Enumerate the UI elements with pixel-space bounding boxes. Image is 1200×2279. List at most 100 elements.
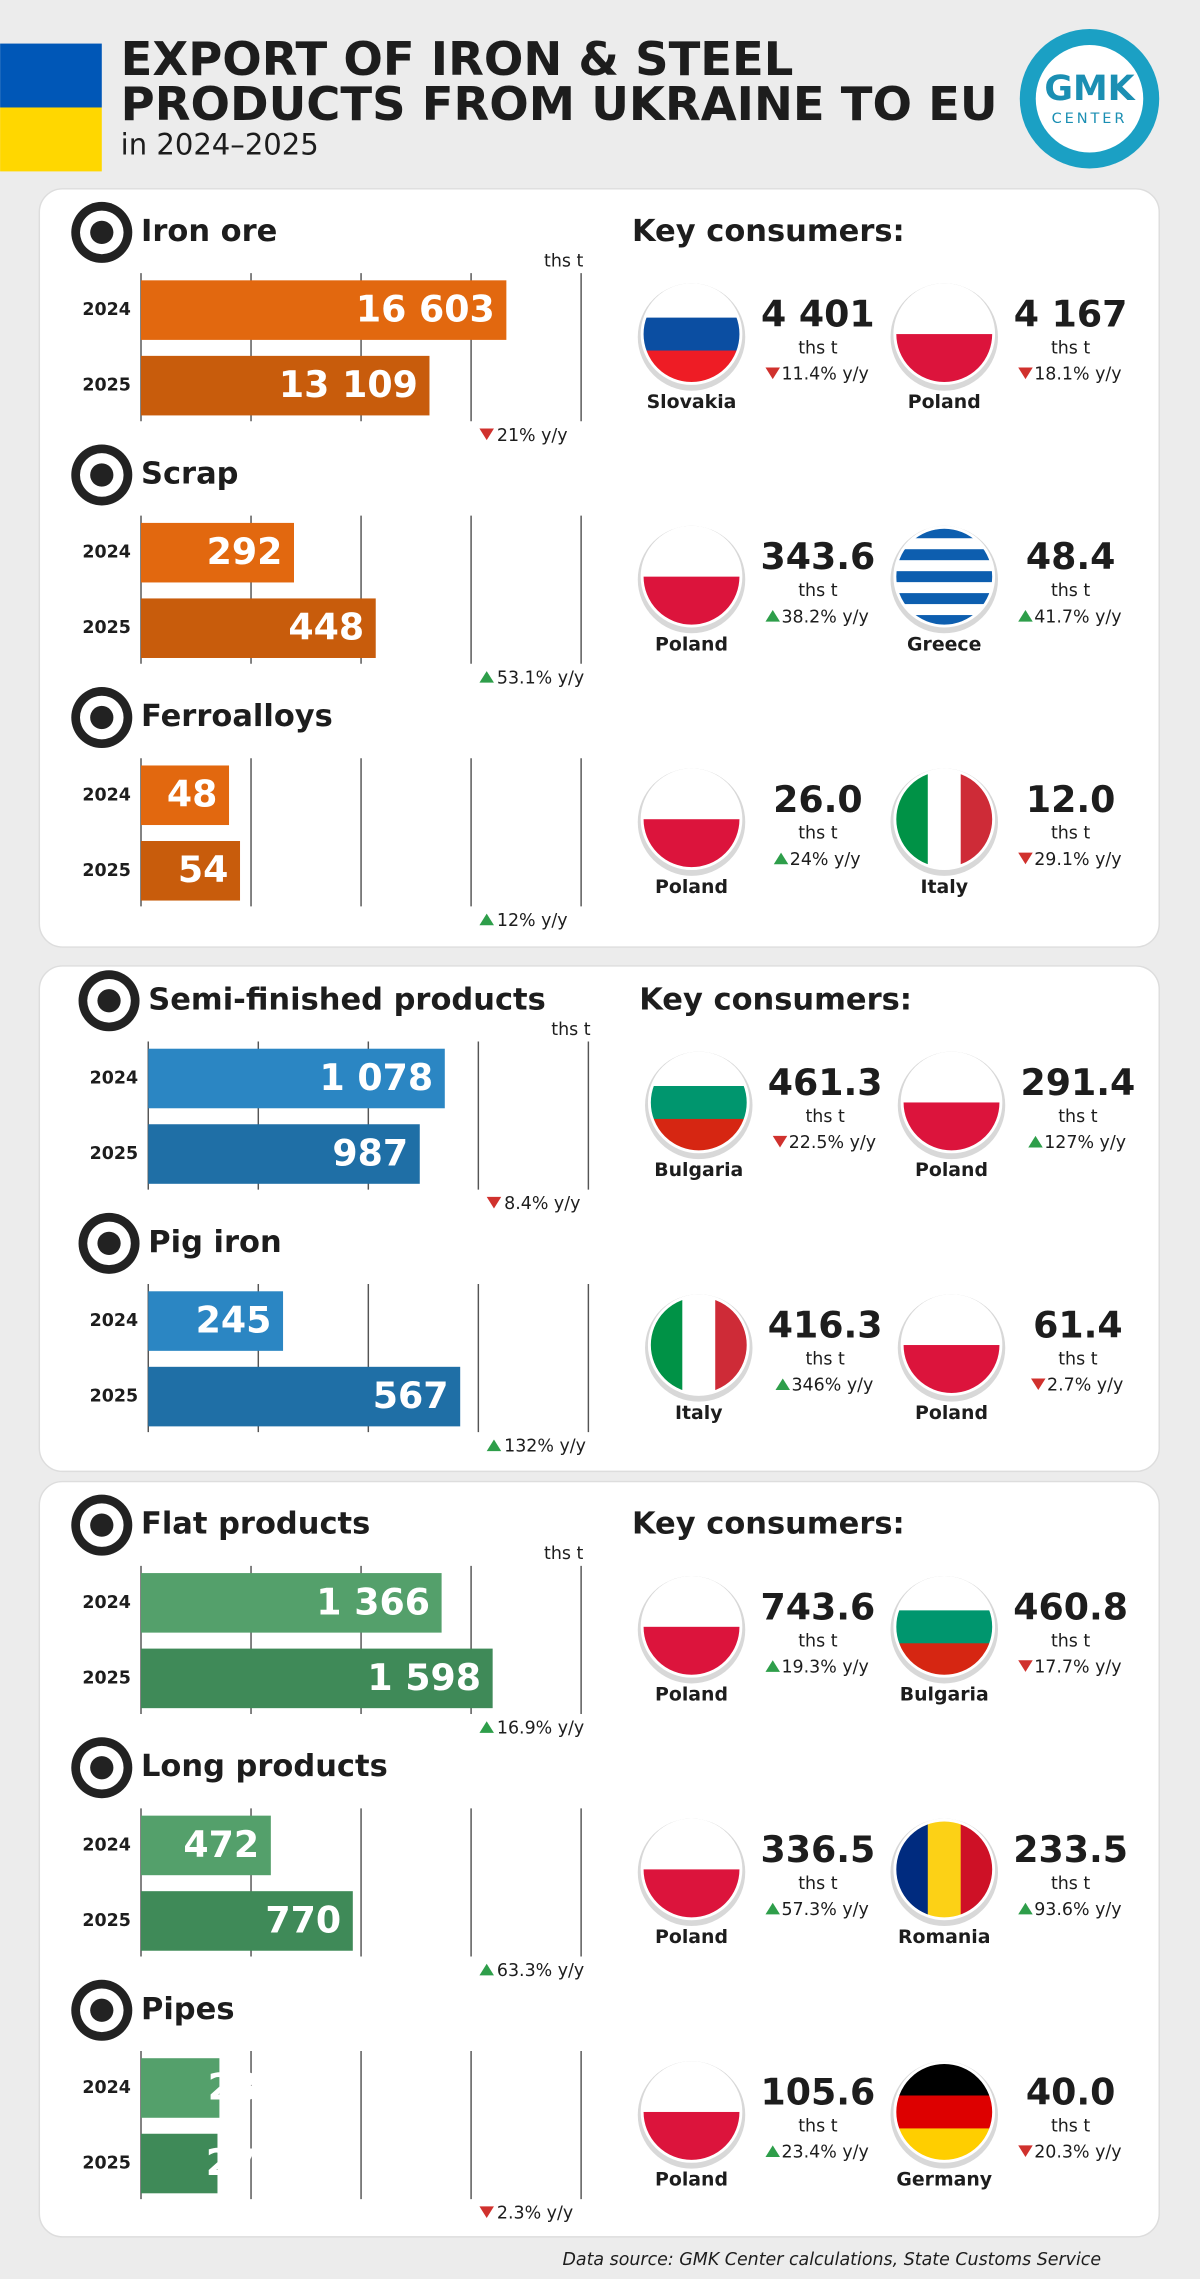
bar xyxy=(141,355,430,416)
change-arrow xyxy=(479,671,494,683)
change-label: 2.3% y/y xyxy=(497,2204,573,2224)
change-arrow xyxy=(479,428,494,441)
product-title: Pig iron xyxy=(148,1225,281,1260)
country-name: Poland xyxy=(908,391,981,413)
consumer-value: 461.3 xyxy=(768,1061,883,1104)
consumer-value: 291.4 xyxy=(1020,1061,1135,1104)
product-icon-core xyxy=(97,1231,121,1255)
consumer-change: 127% y/y xyxy=(1044,1133,1126,1153)
year-label: 2024 xyxy=(90,1311,139,1331)
change-arrow xyxy=(486,1439,502,1452)
bar xyxy=(141,2058,220,2118)
product-icon-core xyxy=(90,220,114,245)
bar-value-label: 472 xyxy=(183,1823,259,1866)
bar xyxy=(141,522,294,583)
bar xyxy=(141,1648,493,1709)
product-title: Long products xyxy=(141,1749,388,1784)
flag-border xyxy=(893,1818,996,1921)
consumer-value: 743.6 xyxy=(760,1585,875,1628)
change-arrow xyxy=(765,1902,781,1915)
consumer-unit: ths t xyxy=(1051,1631,1090,1651)
flag-stripe xyxy=(894,1610,994,1645)
consumer-unit: ths t xyxy=(798,1631,837,1651)
flag-ukraine-yellow xyxy=(0,107,102,172)
flag-border xyxy=(647,1294,750,1396)
country-name: Romania xyxy=(898,1926,991,1948)
change-arrow xyxy=(772,1135,788,1148)
consumer-unit: ths t xyxy=(798,2116,837,2136)
bar-value-label: 1 078 xyxy=(320,1056,434,1099)
flag-border xyxy=(900,1294,1003,1396)
bar-value-label: 16 603 xyxy=(356,288,495,331)
unit-label: ths t xyxy=(544,251,583,271)
change-arrow xyxy=(1031,1378,1046,1391)
bar-value-label: 448 xyxy=(288,606,364,649)
change-arrow xyxy=(773,852,789,865)
product-icon-core xyxy=(90,705,114,730)
change-label: 21% y/y xyxy=(497,426,568,446)
country-name: Poland xyxy=(915,1159,988,1181)
key-consumers-heading: Key consumers: xyxy=(632,214,905,249)
flag-border xyxy=(893,2061,996,2163)
country-name: Slovakia xyxy=(647,391,737,413)
consumer-change: 29.1% y/y xyxy=(1034,850,1121,870)
consumer-value: 12.0 xyxy=(1026,778,1116,821)
consumer-unit: ths t xyxy=(1051,339,1090,359)
flag xyxy=(894,2062,994,2162)
country-name: Poland xyxy=(655,2169,728,2191)
product-icon-core xyxy=(90,1998,114,2022)
flag-stripe xyxy=(894,615,994,627)
change-arrow xyxy=(479,913,494,926)
flag-border xyxy=(900,1051,1003,1154)
bar-value-label: 48 xyxy=(167,773,218,816)
consumer-change: 17.7% y/y xyxy=(1034,1657,1121,1677)
change-arrow xyxy=(1018,2145,1033,2157)
consumer-change: 38.2% y/y xyxy=(781,607,868,627)
source-note: Data source: GMK Center calculations, St… xyxy=(563,2250,1102,2270)
change-label: 53.1% y/y xyxy=(497,668,584,688)
change-arrow xyxy=(479,1963,494,1976)
bar-value-label: 13 109 xyxy=(279,363,418,406)
bar-value-label: 567 xyxy=(373,1374,449,1417)
flag-stripe xyxy=(894,560,994,572)
bar xyxy=(148,1366,461,1427)
flag-stripe xyxy=(894,604,994,616)
year-label: 2024 xyxy=(82,1593,130,1613)
change-label: 132% y/y xyxy=(504,1437,586,1457)
bar-value-label: 54 xyxy=(178,848,229,891)
change-label: 12% y/y xyxy=(497,911,568,931)
change-arrow xyxy=(765,367,781,380)
product-title: Iron ore xyxy=(141,214,277,249)
consumer-unit: ths t xyxy=(805,1350,844,1370)
flag-stripe xyxy=(649,1085,749,1120)
flag-border xyxy=(893,525,996,628)
consumer-value: 4 167 xyxy=(1014,293,1128,336)
bar-value-label: 285 xyxy=(208,2065,284,2108)
product-icon-core xyxy=(97,989,121,1013)
bar xyxy=(148,1124,420,1184)
flag-border xyxy=(640,768,743,871)
flag-border xyxy=(893,768,996,871)
consumer-unit: ths t xyxy=(1051,581,1090,601)
change-arrow xyxy=(1018,1660,1033,1672)
flag-stripe xyxy=(894,2095,994,2130)
consumer-change: 23.4% y/y xyxy=(781,2143,868,2163)
subtitle: in 2024–2025 xyxy=(121,128,319,162)
bar-value-label: 245 xyxy=(196,1299,272,1342)
year-label: 2024 xyxy=(82,300,130,320)
consumer-value: 4 401 xyxy=(761,293,875,336)
change-label: 8.4% y/y xyxy=(504,1194,580,1214)
consumer-unit: ths t xyxy=(1058,1107,1097,1127)
bar xyxy=(141,765,230,826)
product-title: Pipes xyxy=(141,1992,234,2027)
change-label: 16.9% y/y xyxy=(497,1718,584,1738)
consumer-change: 19.3% y/y xyxy=(781,1657,868,1677)
year-label: 2025 xyxy=(82,861,130,881)
bar xyxy=(148,1291,284,1351)
consumer-change: 41.7% y/y xyxy=(1034,607,1121,627)
year-label: 2025 xyxy=(82,618,130,638)
flag-border xyxy=(640,2061,743,2163)
change-arrow xyxy=(1018,852,1033,865)
consumer-change: 18.1% y/y xyxy=(1034,365,1121,385)
